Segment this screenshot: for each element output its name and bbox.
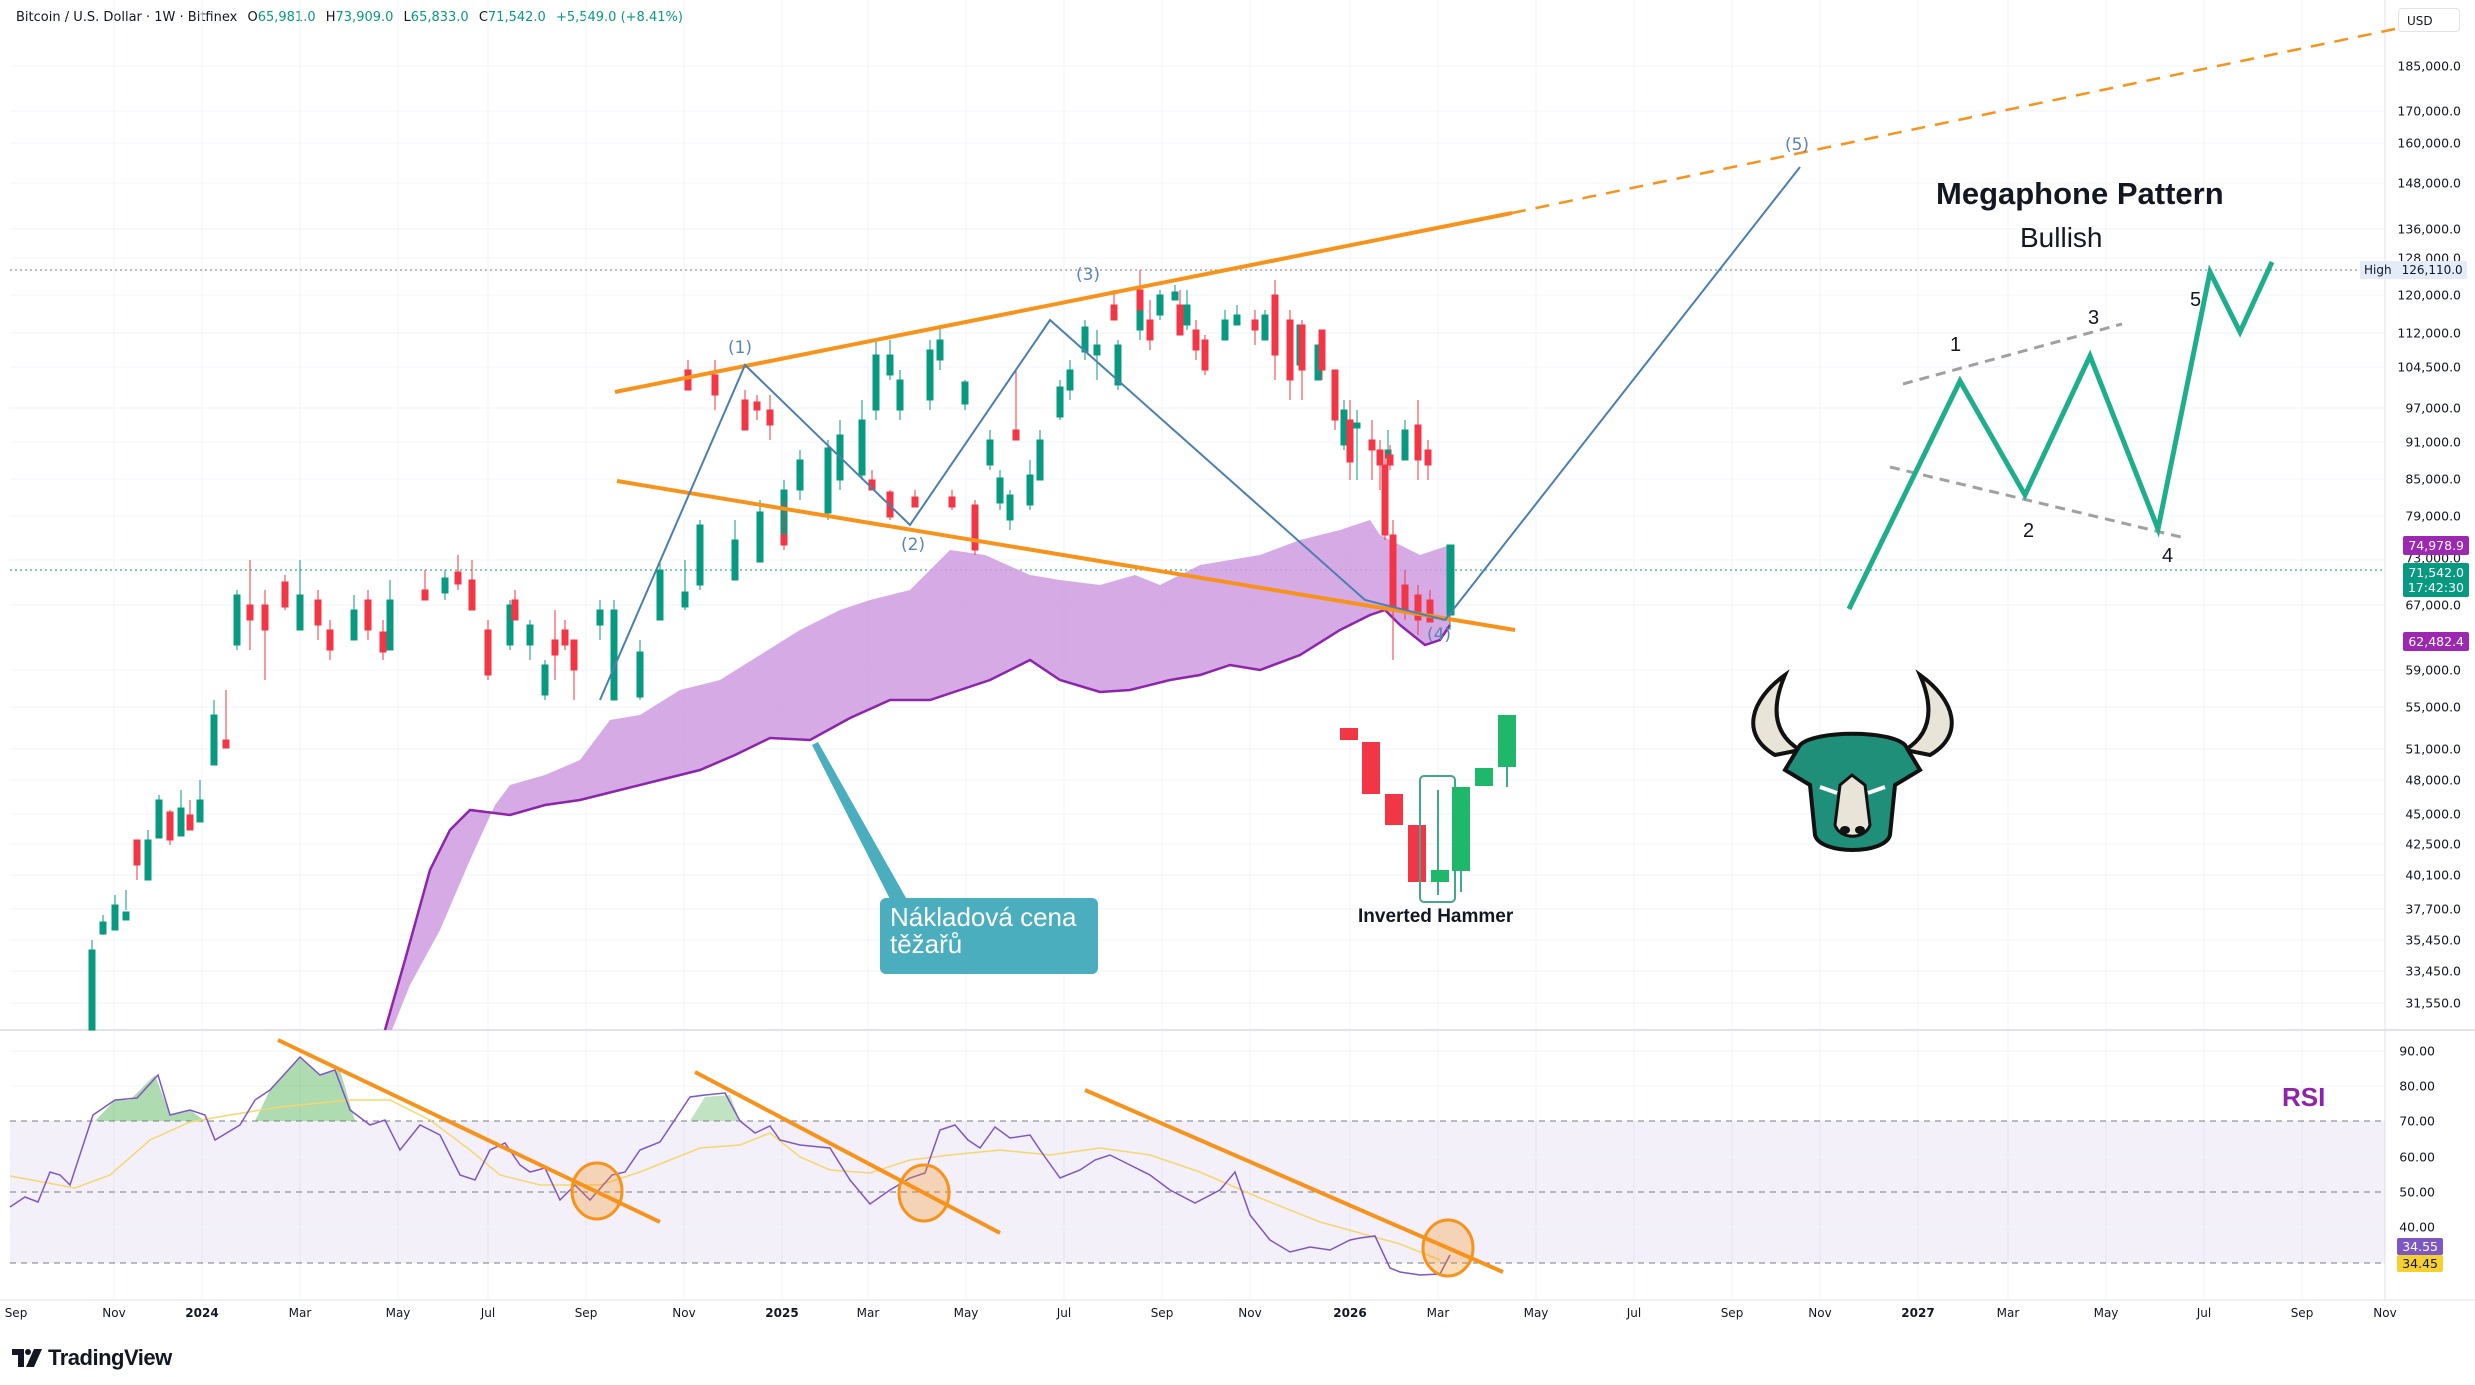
bar-countdown: 17:42:30 bbox=[2407, 580, 2464, 595]
rsi-value-tag: 34.55 bbox=[2397, 1238, 2443, 1255]
open-value: 65,981.0 bbox=[257, 10, 316, 25]
bull-head-icon bbox=[1751, 669, 1954, 852]
elliott-wave-path[interactable] bbox=[599, 166, 1801, 701]
pattern-point-2: 2 bbox=[2023, 520, 2035, 542]
low-value: 65,833.0 bbox=[410, 10, 469, 25]
currency-selector[interactable]: USD bbox=[2398, 8, 2460, 32]
rsi-label: RSI bbox=[2282, 1082, 2326, 1112]
lower-trendline[interactable] bbox=[616, 479, 1516, 632]
upper-trendline[interactable] bbox=[614, 211, 1513, 394]
inverted-hammer-illustration bbox=[1340, 715, 1516, 903]
change-value: +5,549.0 (+8.41%) bbox=[555, 10, 683, 25]
megaphone-pattern-illustration bbox=[1846, 260, 2275, 611]
cost-upper-tag: 74,978.9 bbox=[2403, 536, 2469, 555]
pattern-point-1: 1 bbox=[1950, 334, 1962, 356]
miner-cost-lower-line bbox=[383, 608, 1452, 1031]
pattern-point-5: 5 bbox=[2190, 289, 2202, 311]
close-value: 71,542.0 bbox=[487, 10, 546, 25]
tradingview-logo[interactable]: TradingView bbox=[12, 1345, 172, 1371]
wave-label-5: (5) bbox=[1784, 135, 1810, 155]
symbol-title[interactable]: Bitcoin / U.S. Dollar · 1W · Bitfinex bbox=[16, 10, 238, 25]
cost-lower-tag: 62,482.4 bbox=[2403, 632, 2469, 651]
wave-label-4: (4) bbox=[1426, 625, 1452, 645]
high-marker: High 126,110.0 bbox=[2360, 261, 2467, 279]
pattern-point-3: 3 bbox=[2088, 307, 2100, 329]
tradingview-logo-icon bbox=[12, 1349, 42, 1367]
upper-trendline-extension[interactable] bbox=[1511, 26, 2401, 215]
miner-cost-callout[interactable]: Nákladová cena těžařů bbox=[880, 898, 1098, 974]
rsi-pane[interactable] bbox=[9, 1038, 2385, 1278]
wave-label-3: (3) bbox=[1075, 265, 1101, 285]
miner-cost-band bbox=[385, 520, 1450, 1030]
megaphone-subtitle: Bullish bbox=[2020, 222, 2103, 253]
wave-label-1: (1) bbox=[727, 338, 753, 358]
callout-pointer bbox=[812, 742, 910, 905]
high-value: 73,909.0 bbox=[335, 10, 394, 25]
rsi-ma-value-tag: 34.45 bbox=[2397, 1255, 2443, 1272]
pattern-point-4: 4 bbox=[2162, 545, 2174, 567]
symbol-header: Bitcoin / U.S. Dollar · 1W · Bitfinex O6… bbox=[16, 10, 683, 25]
inverted-hammer-label: Inverted Hammer bbox=[1358, 906, 1514, 927]
wave-label-2: (2) bbox=[900, 535, 926, 555]
last-price-tag: 71,542.0 17:42:30 bbox=[2402, 563, 2469, 597]
grid bbox=[10, 0, 2385, 1300]
megaphone-title: Megaphone Pattern bbox=[1936, 176, 2224, 211]
